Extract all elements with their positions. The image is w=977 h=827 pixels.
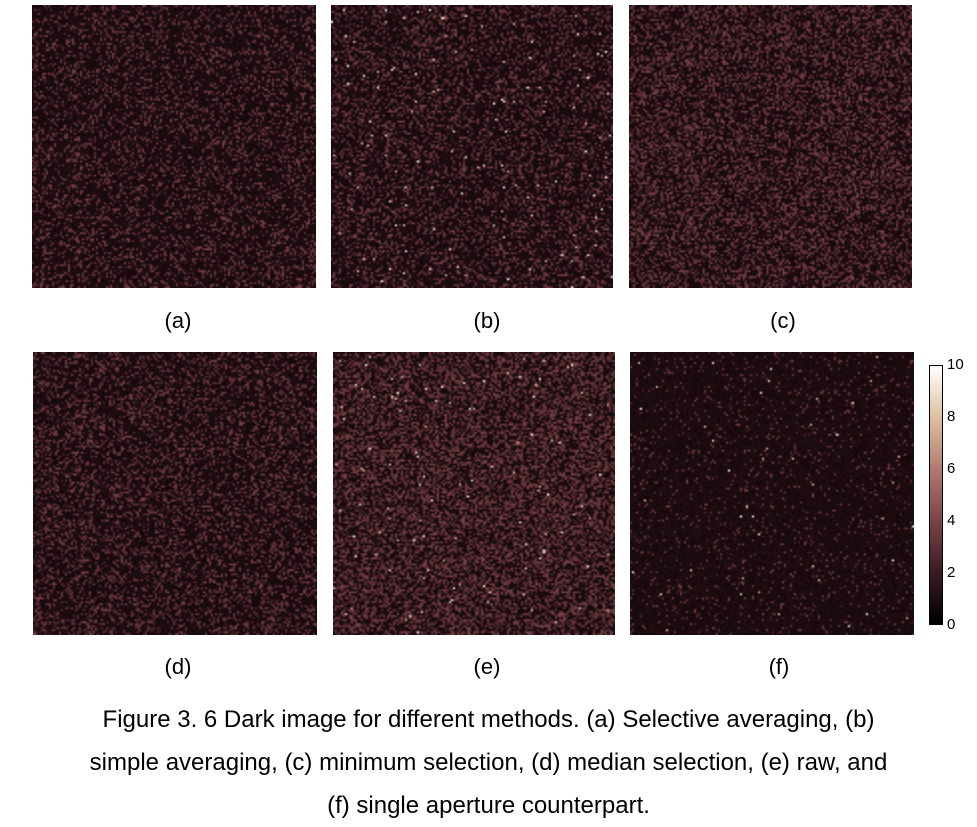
panel-b-image <box>331 5 613 288</box>
panel-e-label: (e) <box>473 654 501 679</box>
panel-f-canvas <box>630 352 914 635</box>
colorbar-tick-10: 10 <box>947 356 964 373</box>
panel-d-label: (d) <box>164 654 192 679</box>
panel-c-image <box>629 5 912 288</box>
panel-f-label: (f) <box>768 654 790 679</box>
panel-e-image <box>333 352 615 635</box>
colorbar-gradient <box>930 366 942 624</box>
panel-b-label: (b) <box>473 308 501 333</box>
caption-line-2: simple averaging, (c) minimum selection,… <box>89 749 888 776</box>
panel-d-canvas <box>33 352 317 635</box>
colorbar-tick-4: 4 <box>947 512 956 529</box>
panel-c-label: (c) <box>770 308 796 333</box>
colorbar-tick-6: 6 <box>947 460 956 477</box>
panel-a-image <box>32 5 316 288</box>
caption-line-3: (f) single aperture counterpart. <box>327 792 650 819</box>
colorbar-tick-8: 8 <box>947 408 956 425</box>
colorbar <box>929 365 943 625</box>
panel-d-image <box>33 352 317 635</box>
colorbar-tick-2: 2 <box>947 564 956 581</box>
caption-line-1: Figure 3. 6 Dark image for different met… <box>102 706 875 733</box>
colorbar-tick-0: 0 <box>947 616 956 633</box>
panel-f-image <box>630 352 914 635</box>
panel-a-label: (a) <box>164 308 192 333</box>
figure-caption: Figure 3. 6 Dark image for different met… <box>0 698 977 827</box>
panel-a-canvas <box>32 5 316 288</box>
panel-c-canvas <box>629 5 912 288</box>
panel-e-canvas <box>333 352 615 635</box>
panel-b-canvas <box>331 5 613 288</box>
